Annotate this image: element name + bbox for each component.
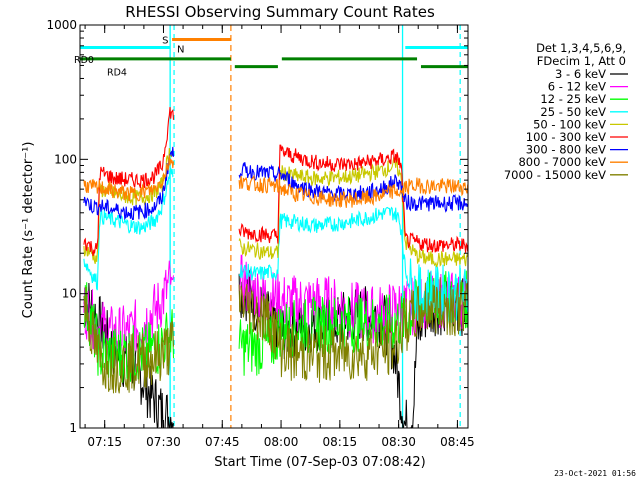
y-tick-label: 1: [69, 421, 77, 435]
legend-header-line-2: FDecim 1, Att 0: [537, 54, 626, 68]
night-flag-label: N: [177, 44, 184, 55]
y-tick-label: 10: [62, 287, 77, 301]
flags-layer: SN RD0 RD4: [74, 25, 468, 428]
x-tick-label: 07:15: [87, 435, 122, 449]
x-tick-label: 08:15: [323, 435, 358, 449]
legend-header-line-1: Det 1,3,4,5,6,9,: [536, 41, 626, 55]
rd4-flag-label: RD4: [107, 68, 127, 79]
legend-label: 25 - 50 keV: [540, 105, 606, 119]
x-tick-label: 07:45: [205, 435, 240, 449]
saa-flag-label: S: [162, 35, 168, 46]
series-trace: [83, 106, 469, 257]
plot-area: SN RD0 RD4: [74, 25, 469, 429]
y-tick-label: 100: [54, 152, 77, 166]
axes-layer: 1 10 100 1000 07:15 07:30 07:45 08:00 08:15 08:30…: [46, 18, 474, 449]
legend-label: 50 - 100 keV: [533, 117, 606, 131]
x-tick-label: 08:45: [440, 435, 475, 449]
chart-title: RHESSI Observing Summary Count Rates: [125, 3, 435, 21]
legend-label: 300 - 800 keV: [526, 143, 606, 157]
x-tick-label: 08:30: [381, 435, 416, 449]
plot-frame: [79, 24, 469, 429]
legend: Det 1,3,4,5,6,9, FDecim 1, Att 0 3 - 6 k…: [504, 41, 628, 182]
series-trace: [83, 155, 469, 208]
legend-label: 6 - 12 keV: [548, 80, 606, 94]
legend-label: 12 - 25 keV: [540, 92, 606, 106]
x-tick-label: 07:30: [146, 435, 181, 449]
x-axis-label: Start Time (07-Sep-03 07:08:42): [214, 455, 425, 470]
legend-label: 7000 - 15000 keV: [504, 168, 606, 182]
series-layer: [83, 106, 469, 429]
rd0-flag-label: RD0: [74, 55, 94, 66]
x-tick-label: 08:00: [264, 435, 299, 449]
legend-label: 800 - 7000 keV: [518, 155, 606, 169]
series-trace: [83, 277, 469, 394]
y-axis-label: Count Rate (s⁻¹ detector⁻¹): [21, 142, 36, 319]
footer-date: 23-Oct-2021 01:56: [554, 469, 636, 478]
legend-label: 100 - 300 keV: [526, 130, 606, 144]
legend-label: 3 - 6 keV: [555, 67, 606, 81]
series-trace: [83, 167, 469, 323]
y-tick-label: 1000: [46, 18, 77, 32]
